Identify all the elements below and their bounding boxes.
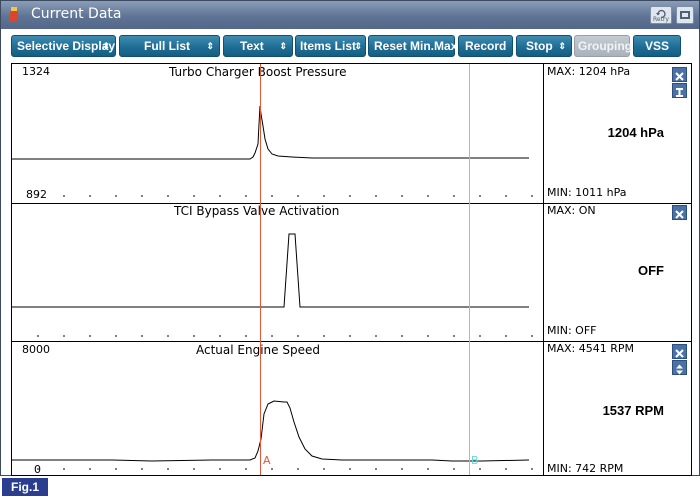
toolbar: Selective Display ⇕ Full List ⇕ Text ⇕ I…	[1, 29, 699, 63]
value-panel-engine-speed: MAX: 4541 RPM 1537 RPM MIN: 742 RPM	[543, 342, 691, 475]
grouping-button[interactable]: Grouping	[574, 35, 632, 57]
panel-divider	[11, 203, 691, 204]
stop-button[interactable]: Stop ⇕	[516, 35, 572, 57]
current-value: 1204 hPa	[607, 125, 664, 140]
time-ticks	[37, 335, 533, 337]
cursor-a-label: A	[263, 454, 271, 467]
retry-icon	[656, 9, 666, 18]
title-bar: Current Data Retry	[1, 1, 699, 29]
boost-pressure-plot	[12, 105, 533, 197]
retry-button[interactable]: Retry	[650, 6, 672, 24]
tci-bypass-trace	[12, 233, 529, 308]
graph-panel-boost-pressure: 1324 892 Turbo Charger Boost Pressure	[11, 64, 543, 203]
vss-label: VSS	[645, 39, 670, 53]
text-label: Text	[240, 39, 264, 53]
panel-divider	[11, 341, 691, 342]
app-icon	[10, 7, 18, 22]
remove-graph-button[interactable]	[672, 344, 687, 359]
selective-display-label: Selective Display	[17, 39, 116, 53]
retry-label: Retry	[653, 16, 669, 23]
items-list-label: Items List	[300, 39, 357, 53]
panel-title: TCI Bypass Valve Activation	[174, 204, 340, 218]
current-value: 1537 RPM	[602, 403, 664, 418]
cursor-b-label: B	[471, 454, 479, 467]
full-list-label: Full List	[144, 39, 190, 53]
reset-min-max-button[interactable]: Reset Min.Max	[368, 35, 458, 57]
scale-min: 0	[34, 463, 41, 476]
dropdown-arrow-icon: ⇕	[102, 41, 110, 51]
panel-title: Turbo Charger Boost Pressure	[169, 65, 347, 79]
time-ticks	[37, 195, 533, 197]
dropdown-arrow-icon: ⇕	[558, 41, 566, 51]
current-value: OFF	[638, 263, 664, 278]
min-value: MIN: 742 RPM	[547, 462, 624, 475]
window-icon	[680, 11, 690, 19]
full-list-button[interactable]: Full List ⇕	[119, 35, 220, 57]
reset-min-max-label: Reset Min.Max	[374, 39, 458, 53]
selective-display-button[interactable]: Selective Display ⇕	[11, 35, 116, 57]
items-list-button[interactable]: Items List ⇕	[295, 35, 366, 57]
stop-label: Stop	[526, 39, 553, 53]
expand-icon	[676, 364, 683, 375]
max-value: MAX: 1204 hPa	[547, 65, 631, 78]
min-value: MIN: 1011 hPa	[547, 186, 627, 199]
close-icon	[675, 72, 684, 81]
text-button[interactable]: Text ⇕	[223, 35, 293, 57]
value-panel-boost-pressure: MAX: 1204 hPa 1204 hPa MIN: 1011 hPa	[543, 64, 691, 203]
expand-button[interactable]	[672, 360, 687, 375]
max-value: MAX: 4541 RPM	[547, 342, 635, 355]
remove-graph-button[interactable]	[672, 205, 687, 220]
close-icon	[675, 210, 684, 219]
graph-right-border	[691, 63, 692, 476]
close-icon	[675, 349, 684, 358]
figure-label: Fig.1	[2, 478, 48, 496]
dropdown-arrow-icon: ⇕	[206, 41, 214, 51]
record-label: Record	[465, 39, 507, 53]
window-mode-button[interactable]	[676, 6, 694, 24]
graph-top-border	[11, 63, 691, 64]
time-ticks	[37, 468, 533, 470]
scale-max: 1324	[22, 65, 50, 78]
vss-button[interactable]: VSS	[633, 35, 681, 57]
dropdown-arrow-icon: ⇕	[279, 41, 287, 51]
record-button[interactable]: Record	[458, 35, 513, 57]
tci-bypass-plot	[12, 233, 533, 337]
grouping-label: Grouping	[578, 39, 632, 53]
engine-speed-trace	[12, 400, 530, 462]
dropdown-arrow-icon: ⇕	[354, 41, 362, 51]
current-data-window: Current Data Retry Selective Display ⇕ F…	[0, 0, 700, 476]
scale-button[interactable]	[672, 83, 687, 98]
remove-graph-button[interactable]	[672, 67, 687, 82]
engine-speed-plot	[12, 400, 533, 470]
value-panel-tci-bypass: MAX: ON OFF MIN: OFF	[543, 204, 691, 341]
scale-icon	[676, 88, 683, 97]
graph-panel-engine-speed: 8000 0 Actual Engine Speed	[11, 342, 543, 476]
cursor-b-line[interactable]	[469, 64, 470, 475]
graph-panel-tci-bypass: TCI Bypass Valve Activation	[11, 204, 543, 341]
cursor-a-line[interactable]	[260, 64, 261, 475]
panel-title: Actual Engine Speed	[196, 343, 320, 357]
min-value: MIN: OFF	[547, 324, 597, 337]
graph-bottom-border	[11, 475, 691, 476]
window-title: Current Data	[31, 6, 122, 22]
scale-min: 892	[26, 188, 47, 201]
max-value: MAX: ON	[547, 204, 596, 217]
boost-pressure-trace	[12, 105, 529, 160]
scale-max: 8000	[22, 343, 50, 356]
